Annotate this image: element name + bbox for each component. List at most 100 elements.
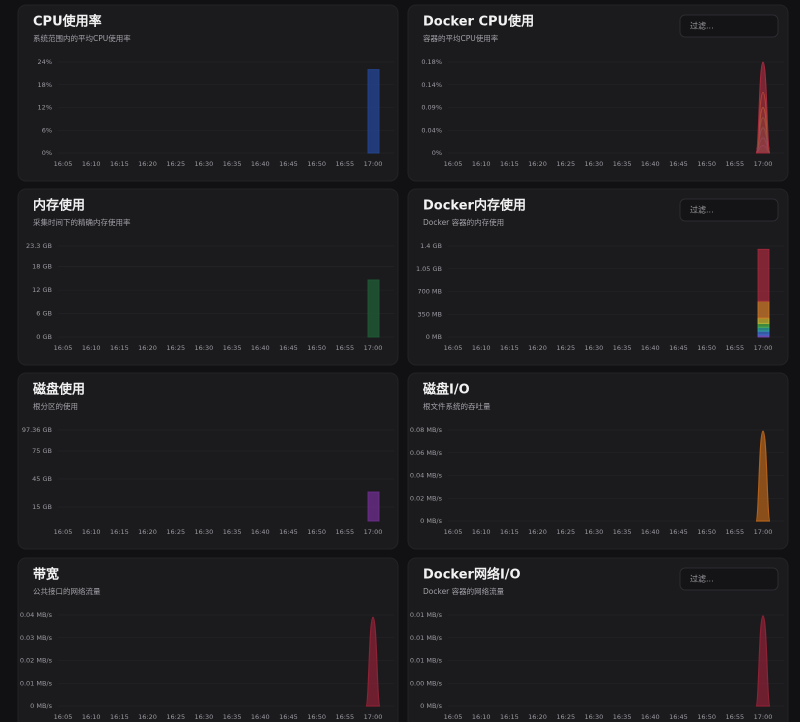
x-tick-label: 16:45 xyxy=(279,160,298,168)
panel-title: 磁盘I/O xyxy=(423,382,470,398)
x-tick-label: 16:35 xyxy=(223,160,242,168)
x-tick-label: 16:35 xyxy=(613,528,632,536)
x-tick-label: 17:00 xyxy=(364,344,383,352)
x-tick-label: 16:25 xyxy=(556,344,575,352)
y-tick-label: 12 GB xyxy=(32,286,52,294)
panel-subtitle: 采集时间下的精确内存使用率 xyxy=(33,217,131,227)
panel-title: Docker CPU使用 xyxy=(423,14,534,30)
filter-input[interactable] xyxy=(679,198,779,222)
y-tick-label: 18% xyxy=(38,81,52,89)
y-tick-label: 700 MB xyxy=(417,288,442,296)
x-tick-label: 16:50 xyxy=(697,344,716,352)
x-tick-label: 16:50 xyxy=(307,160,326,168)
filter-input[interactable] xyxy=(679,14,779,38)
area xyxy=(755,615,771,707)
x-tick-label: 16:40 xyxy=(641,713,660,721)
x-tick-label: 16:45 xyxy=(279,713,298,721)
x-tick-label: 16:55 xyxy=(725,713,744,721)
x-tick-label: 16:20 xyxy=(138,160,157,168)
filter-placeholder[interactable]: 过滤... xyxy=(690,21,714,31)
x-tick-label: 17:00 xyxy=(364,713,383,721)
x-tick-label: 16:35 xyxy=(613,713,632,721)
x-tick-label: 16:15 xyxy=(500,528,519,536)
panel xyxy=(407,372,789,550)
x-tick-label: 16:50 xyxy=(307,713,326,721)
area-segment xyxy=(755,61,771,154)
panel-subtitle: 根分区的使用 xyxy=(33,401,78,411)
x-tick-label: 16:10 xyxy=(82,528,101,536)
x-tick-label: 16:15 xyxy=(110,713,129,721)
panel xyxy=(17,4,399,182)
bar-segment xyxy=(757,317,770,324)
x-tick-label: 16:25 xyxy=(166,528,185,536)
filter-placeholder[interactable]: 过滤... xyxy=(690,574,714,584)
bar-segment xyxy=(757,248,770,302)
x-tick-label: 16:05 xyxy=(54,344,73,352)
x-tick-label: 16:35 xyxy=(223,528,242,536)
panel xyxy=(407,4,789,182)
x-tick-label: 16:40 xyxy=(641,528,660,536)
bar-segment xyxy=(757,326,770,332)
panel xyxy=(17,188,399,366)
panel xyxy=(17,557,399,722)
y-tick-label: 0.01 MB/s xyxy=(410,657,443,665)
y-tick-label: 0.04 MB/s xyxy=(20,611,53,619)
x-tick-label: 17:00 xyxy=(754,713,773,721)
x-tick-label: 16:10 xyxy=(472,713,491,721)
x-tick-label: 16:50 xyxy=(697,528,716,536)
y-tick-label: 0 MB/s xyxy=(420,702,442,710)
panel-title: Docker网络I/O xyxy=(423,567,521,583)
x-tick-label: 16:45 xyxy=(669,713,688,721)
filter-input[interactable] xyxy=(679,567,779,591)
x-tick-label: 16:40 xyxy=(251,528,270,536)
y-tick-label: 6% xyxy=(42,126,52,134)
y-tick-label: 0.18% xyxy=(421,58,442,66)
x-tick-label: 16:45 xyxy=(669,528,688,536)
x-tick-label: 16:25 xyxy=(556,160,575,168)
x-tick-label: 16:45 xyxy=(669,344,688,352)
area xyxy=(755,430,771,522)
x-tick-label: 16:15 xyxy=(500,713,519,721)
y-tick-label: 0.02 MB/s xyxy=(410,494,443,502)
y-tick-label: 15 GB xyxy=(32,503,52,511)
panel-subtitle: 系统范围内的平均CPU使用率 xyxy=(33,33,131,43)
panel xyxy=(407,557,789,722)
x-tick-label: 16:35 xyxy=(223,344,242,352)
x-tick-label: 16:05 xyxy=(444,160,463,168)
x-tick-label: 17:00 xyxy=(364,160,383,168)
x-tick-label: 16:45 xyxy=(279,344,298,352)
x-tick-label: 16:25 xyxy=(556,713,575,721)
panel xyxy=(407,188,789,366)
x-tick-label: 16:40 xyxy=(641,160,660,168)
y-tick-label: 0.00 MB/s xyxy=(410,679,443,687)
x-tick-label: 16:10 xyxy=(472,344,491,352)
y-tick-label: 0% xyxy=(42,149,52,157)
panel-title: 带宽 xyxy=(33,567,59,583)
x-tick-label: 16:30 xyxy=(585,344,604,352)
x-tick-label: 16:35 xyxy=(223,713,242,721)
panel-title: Docker内存使用 xyxy=(423,198,526,214)
panel-title: 磁盘使用 xyxy=(33,382,85,398)
x-tick-label: 16:25 xyxy=(166,713,185,721)
y-tick-label: 0.09% xyxy=(421,104,442,112)
x-tick-label: 16:25 xyxy=(166,160,185,168)
x-tick-label: 16:50 xyxy=(697,160,716,168)
x-tick-label: 16:35 xyxy=(613,344,632,352)
x-tick-label: 16:30 xyxy=(585,713,604,721)
y-tick-label: 0.02 MB/s xyxy=(20,657,53,665)
x-tick-label: 16:10 xyxy=(82,713,101,721)
panel-subtitle: 根文件系统的吞吐量 xyxy=(423,401,491,411)
x-tick-label: 16:55 xyxy=(335,160,354,168)
x-tick-label: 16:05 xyxy=(54,713,73,721)
x-tick-label: 16:15 xyxy=(110,528,129,536)
filter-placeholder[interactable]: 过滤... xyxy=(690,205,714,215)
y-tick-label: 0.14% xyxy=(421,81,442,89)
x-tick-label: 16:20 xyxy=(528,713,547,721)
x-tick-label: 16:20 xyxy=(138,344,157,352)
x-tick-label: 16:40 xyxy=(251,160,270,168)
x-tick-label: 16:15 xyxy=(500,344,519,352)
y-tick-label: 0 GB xyxy=(36,333,52,341)
x-tick-label: 16:35 xyxy=(613,160,632,168)
